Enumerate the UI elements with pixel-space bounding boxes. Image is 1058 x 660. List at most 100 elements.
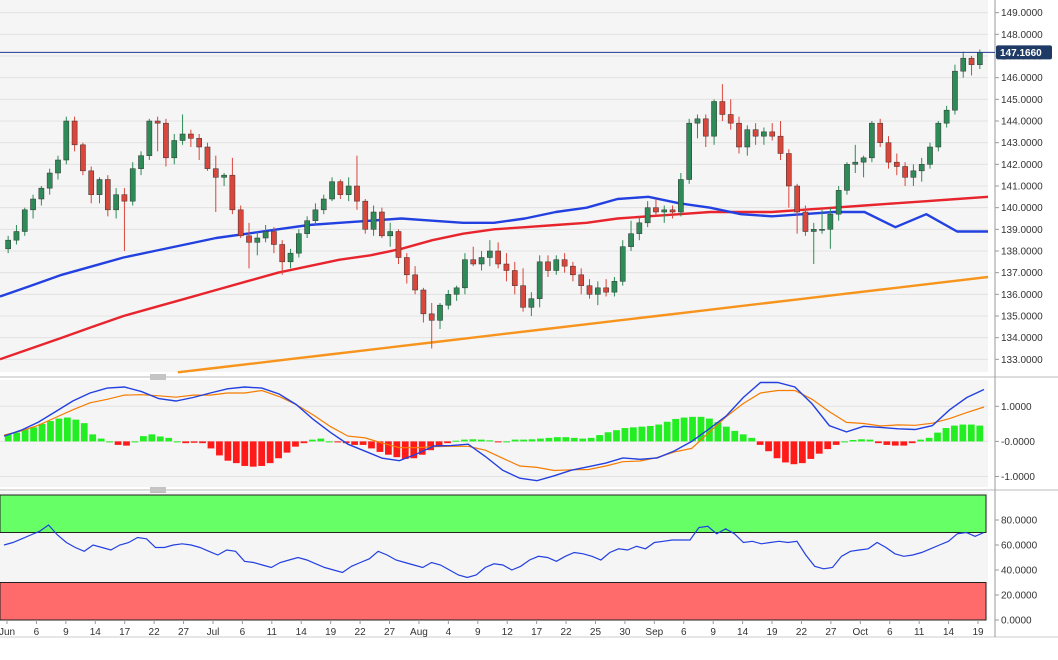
macd-histogram-bar <box>689 416 696 442</box>
current-price-tag <box>996 45 1052 60</box>
candle-body <box>586 285 593 295</box>
macd-histogram-bar <box>385 441 392 455</box>
price-tick-label: 139.0000 <box>1001 225 1043 236</box>
candle-body <box>561 259 568 267</box>
macd-histogram-bar <box>368 441 375 449</box>
price-tick-label: 144.0000 <box>1001 117 1043 128</box>
macd-histogram-bar <box>359 441 367 445</box>
candle-body <box>320 198 327 211</box>
macd-histogram-bar <box>798 441 806 464</box>
date-tick-label: 25 <box>590 627 602 638</box>
date-tick-label: Aug <box>410 627 428 638</box>
macd-line <box>3 381 985 482</box>
macd-histogram-bar <box>469 439 477 442</box>
date-tick-label: 11 <box>267 627 278 638</box>
macd-histogram-bar <box>275 441 282 459</box>
macd-histogram-bar <box>114 441 122 445</box>
macd-histogram-bar <box>224 441 232 461</box>
macd-histogram-bar <box>722 426 730 442</box>
candle-body <box>487 250 493 258</box>
candle-body <box>21 209 28 232</box>
rsi-oversold-zone <box>0 582 987 621</box>
rsi-tick-label: 60.0000 <box>1001 541 1038 552</box>
macd-histogram-bar <box>883 441 891 445</box>
date-tick-label: 22 <box>560 627 572 638</box>
macd-histogram-bar <box>232 441 240 464</box>
macd-histogram-bar <box>697 416 705 442</box>
candle-body <box>636 222 643 234</box>
macd-histogram-bar <box>199 441 206 444</box>
macd-histogram-bar <box>72 419 80 442</box>
rsi-tick-label: 0.0000 <box>1001 616 1032 627</box>
candle-body <box>943 109 950 124</box>
price-tick-label: 140.0000 <box>1001 203 1043 214</box>
macd-histogram-bar <box>376 441 384 452</box>
price-tick-label: 142.0000 <box>1001 160 1043 171</box>
price-tick-label: 149.0000 <box>1001 8 1043 19</box>
candle-body <box>844 164 850 191</box>
macd-histogram-bar <box>308 439 316 442</box>
candle-body <box>146 120 153 156</box>
macd-histogram-bar <box>165 437 173 442</box>
macd-histogram-bar <box>444 441 451 444</box>
candle-body <box>827 213 834 230</box>
macd-histogram-bar <box>680 417 688 442</box>
price-tick-label: 146.0000 <box>1001 73 1043 84</box>
candle-body <box>603 287 609 293</box>
candle-body <box>777 135 784 154</box>
macd-histogram-bar <box>646 425 654 442</box>
macd-histogram-bar <box>258 441 266 466</box>
candle-body <box>885 142 892 163</box>
candle-body <box>686 122 692 180</box>
candle-body <box>470 259 477 265</box>
candle-body <box>860 157 867 163</box>
candle-body <box>578 274 585 286</box>
date-tick-label: Jun <box>0 627 15 638</box>
macd-histogram-bar <box>815 441 823 454</box>
candle-body <box>810 229 817 232</box>
macd-histogram-bar <box>148 434 156 442</box>
candle-body <box>503 263 510 271</box>
macd-histogram-bar <box>317 438 325 442</box>
macd-histogram-bar <box>249 441 257 467</box>
date-tick-label: 19 <box>766 627 778 638</box>
date-tick-label: 22 <box>149 627 161 638</box>
macd-histogram-bar <box>925 437 933 442</box>
candle-body <box>171 140 178 159</box>
candle-body <box>678 179 684 213</box>
candle-body <box>786 153 792 187</box>
candle-body <box>736 122 742 148</box>
candle-body <box>204 146 211 169</box>
candle-body <box>329 181 335 200</box>
date-tick-label: 11 <box>914 627 925 638</box>
macd-histogram-bar <box>545 437 553 442</box>
candle-body <box>744 129 751 148</box>
macd-histogram-bar <box>494 441 502 443</box>
macd-histogram-bar <box>570 437 578 442</box>
price-tick-label: 141.0000 <box>1001 182 1043 193</box>
macd-histogram-bar <box>553 437 561 442</box>
candle-body <box>794 185 800 213</box>
candle-body <box>138 155 144 169</box>
macd-histogram-bar <box>461 439 468 442</box>
sma-slow-line <box>177 275 989 374</box>
candle-body <box>121 194 128 202</box>
candle-body <box>752 129 759 137</box>
macd-histogram-bar <box>80 423 88 442</box>
candle-body <box>395 231 402 258</box>
candle-body <box>511 270 518 286</box>
candle-body <box>536 261 543 299</box>
macd-histogram-bar <box>537 438 544 442</box>
macd-histogram-bar <box>672 418 680 442</box>
candle-body <box>237 209 244 237</box>
candle-body <box>88 170 95 195</box>
candle-body <box>179 133 186 141</box>
macd-histogram-bar <box>824 441 832 450</box>
candle-body <box>271 231 277 245</box>
macd-histogram-bar <box>63 417 71 442</box>
candle-body <box>104 179 111 211</box>
candle-body <box>345 185 352 195</box>
candle-body <box>545 261 551 271</box>
macd-histogram-bar <box>292 441 299 447</box>
